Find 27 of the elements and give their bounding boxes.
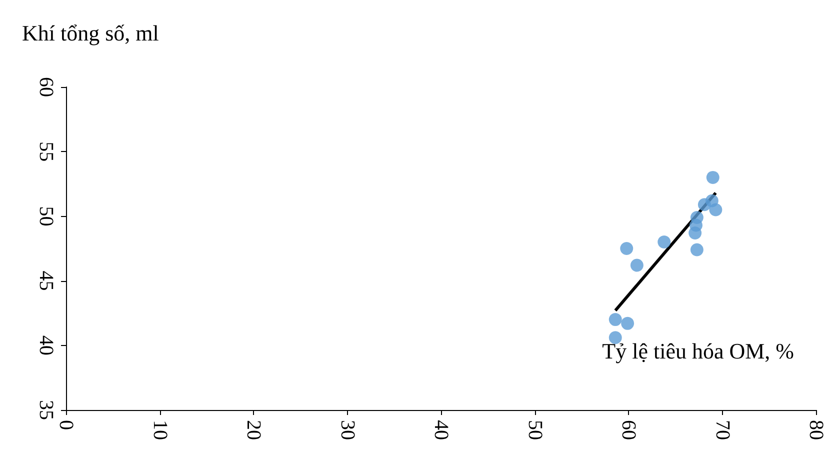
x-tick-label: 40: [430, 420, 452, 440]
point: [706, 170, 720, 184]
x-tick-label: 20: [242, 420, 264, 440]
point: [630, 258, 644, 272]
x-tick-label: 60: [618, 420, 640, 440]
x-tick-label: 30: [336, 420, 358, 440]
x-tick-label: 0: [55, 420, 77, 430]
x-tick-label: 70: [711, 420, 734, 440]
point: [621, 316, 634, 330]
x-tick-label: 10: [148, 420, 171, 440]
point: [608, 313, 622, 326]
point: [698, 198, 711, 212]
y-tick-label: 35: [35, 400, 57, 420]
y-tick-label: 45: [35, 270, 57, 291]
y-axis-title: Khí tổng số, ml: [22, 20, 159, 46]
y-tick-label: 55: [35, 142, 57, 162]
x-tick-label: 80: [805, 420, 827, 440]
point: [709, 203, 722, 216]
y-tick-label: 50: [35, 206, 57, 226]
point: [690, 243, 704, 256]
point: [658, 236, 671, 249]
y-tick-label: 40: [35, 335, 57, 356]
point: [688, 226, 702, 240]
y-tick-label: 60: [35, 77, 57, 97]
x-tick-label: 50: [524, 420, 546, 440]
x-axis-title: Tỷ lệ tiêu hóa OM, %: [602, 338, 794, 364]
point: [620, 242, 634, 255]
